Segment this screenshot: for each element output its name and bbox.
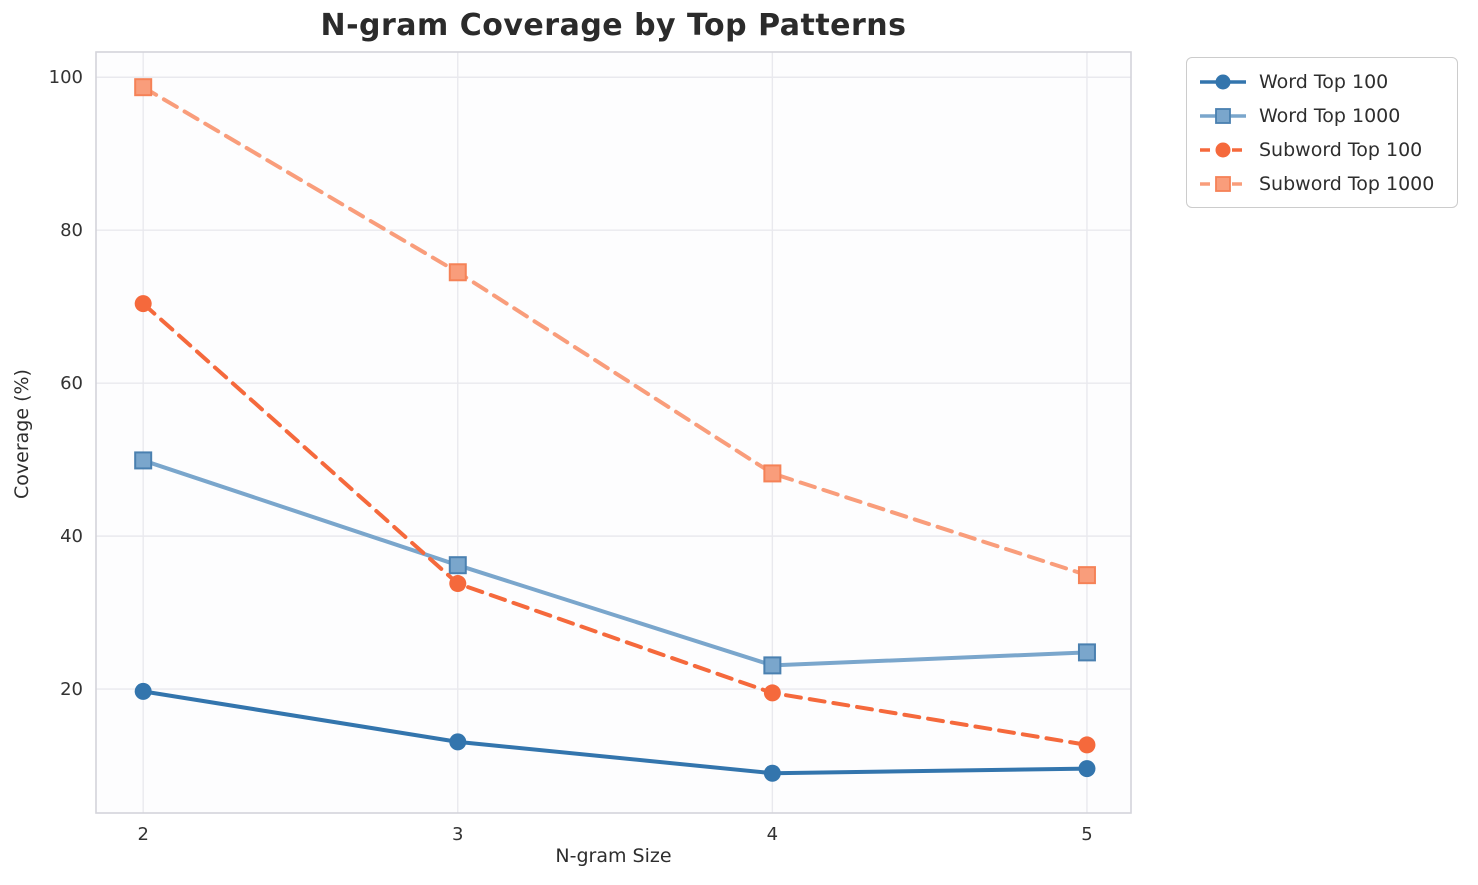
marker-word-top-100-x4 — [763, 764, 781, 782]
marker-subword-top-100-x2 — [134, 295, 152, 313]
legend-marker-circle — [1215, 142, 1231, 157]
series-line-word-top-100 — [141, 689, 1089, 776]
y-tick-label-40: 40 — [60, 526, 83, 547]
legend-item-word-top-1000: Word Top 1000 — [1199, 102, 1443, 129]
chart-title: N-gram Coverage by Top Patterns — [320, 8, 907, 43]
x-tick-label-2: 2 — [137, 824, 148, 845]
marker-subword-top-100-x4 — [763, 684, 781, 702]
marker-word-top-1000-x5 — [1077, 643, 1096, 662]
legend-swatch-subword-top-1000 — [1200, 175, 1246, 192]
legend-swatch-word-top-1000 — [1200, 107, 1246, 124]
legend-label: Subword Top 100 — [1259, 138, 1423, 161]
series-line-word-top-1000 — [141, 458, 1089, 668]
legend-item-word-top-100: Word Top 100 — [1199, 68, 1443, 95]
marker-word-top-1000-x2 — [134, 451, 153, 470]
y-tick-label-20: 20 — [60, 679, 83, 700]
marker-word-top-1000-x4 — [763, 656, 782, 675]
x-tick-label-4: 4 — [767, 824, 778, 845]
marker-subword-top-100-x5 — [1078, 736, 1096, 754]
legend-label: Word Top 100 — [1259, 70, 1389, 93]
marker-word-top-1000-x3 — [448, 556, 467, 575]
legend-label: Word Top 1000 — [1259, 104, 1401, 127]
y-axis-label: Coverage (%) — [11, 369, 33, 499]
marker-subword-top-1000-x2 — [134, 78, 153, 97]
marker-subword-top-1000-x4 — [763, 464, 782, 483]
marker-word-top-100-x5 — [1078, 760, 1096, 778]
legend-item-subword-top-1000: Subword Top 1000 — [1199, 170, 1443, 197]
plot-background — [96, 52, 1131, 813]
x-tick-label-5: 5 — [1081, 824, 1092, 845]
legend-marker-square — [1215, 107, 1231, 124]
y-tick-label-100: 100 — [49, 67, 83, 88]
legend: Word Top 100 Word Top 1000 Subword Top 1… — [1186, 57, 1458, 208]
y-tick-label-60: 60 — [60, 373, 83, 394]
legend-marker-square — [1215, 175, 1231, 192]
legend-swatch-word-top-100 — [1200, 74, 1246, 89]
marker-subword-top-100-x3 — [449, 575, 467, 593]
x-axis-label: N-gram Size — [555, 845, 672, 867]
marker-subword-top-1000-x5 — [1077, 566, 1096, 585]
x-tick-label-3: 3 — [452, 824, 463, 845]
y-tick-label-80: 80 — [60, 220, 83, 241]
legend-item-subword-top-100: Subword Top 100 — [1199, 136, 1443, 163]
legend-label: Subword Top 1000 — [1259, 172, 1435, 195]
series-line-subword-top-1000 — [141, 85, 1089, 578]
series-line-subword-top-100 — [141, 301, 1089, 747]
marker-word-top-100-x3 — [449, 733, 467, 751]
marker-word-top-100-x2 — [134, 682, 152, 700]
legend-marker-circle — [1215, 74, 1231, 89]
legend-swatch-subword-top-100 — [1200, 142, 1246, 157]
marker-subword-top-1000-x3 — [448, 263, 467, 282]
axis-border — [95, 51, 1132, 814]
